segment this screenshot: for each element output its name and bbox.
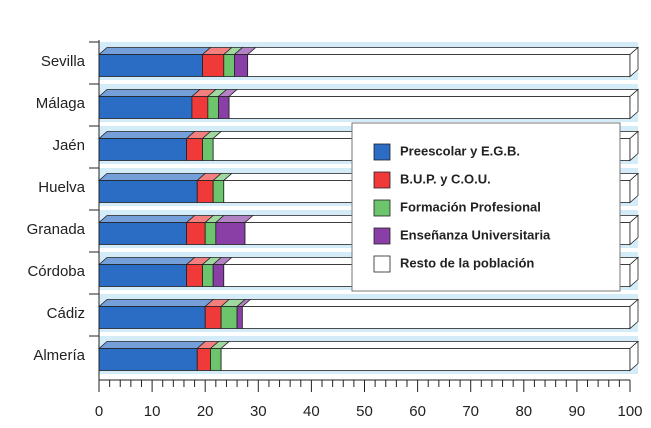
bar-segment [220,348,631,371]
bar-top [97,341,207,349]
bar-end [629,130,639,162]
bar-top [241,299,640,307]
bar-segment [186,222,206,245]
bar-end [629,46,639,78]
bar-segment [98,138,188,161]
legend-box [351,122,621,292]
legend-label: Preescolar y E.G.B. [400,143,520,158]
bar-segment [98,54,203,77]
legend-swatch [373,255,391,273]
bar-end [629,172,639,204]
legend-label: B.U.P. y C.O.U. [400,171,491,186]
bar-top [97,299,215,307]
bar-top [97,215,196,223]
bar-segment [212,180,225,203]
x-tick-label: 20 [197,403,214,420]
category-label: Córdoba [27,263,85,280]
bar-segment [186,138,203,161]
bar-segment [186,264,203,287]
bar-segment [191,96,209,119]
x-tick-label: 0 [95,403,103,420]
legend-swatch [373,171,391,189]
category-label: Almería [33,347,85,364]
bar-top [97,131,196,139]
bar-top [97,173,207,181]
bar-segment [204,306,222,329]
bar-top [97,89,201,97]
bar-segment [207,96,219,119]
legend-label: Formación Profesional [400,199,541,214]
bar-top [220,341,640,349]
legend-label: Enseñanza Universitaria [400,227,551,242]
category-label: Granada [27,221,86,238]
legend-swatch [373,199,391,217]
x-tick-label: 30 [250,403,267,420]
bar-segment [98,264,188,287]
bar-segment [236,306,243,329]
legend-label: Resto de la población [400,255,534,270]
x-tick-label: 60 [409,403,426,420]
bar-segment [202,138,214,161]
category-label: Sevilla [41,53,86,70]
category-label: Málaga [36,95,86,112]
bar-segment [220,306,238,329]
x-tick-label: 100 [617,403,642,420]
bar-top [97,257,196,265]
legend-swatch [373,227,391,245]
bar-end [629,256,639,288]
axis: 0 10 20 30 40 50 60 70 80 90 100 [95,40,643,420]
bar-top [246,47,640,55]
bar-segment [98,348,198,371]
legend-swatch [373,143,391,161]
bar-end [629,340,639,372]
legend: Preescolar y E.G.B. B.U.P. y C.O.U. Formac… [351,122,621,292]
bar-segment [247,54,631,77]
bar-segment [196,348,211,371]
x-tick-label: 50 [356,403,373,420]
category-label: Huelva [38,179,85,196]
bar-segment [210,348,222,371]
x-tick-label: 40 [303,403,320,420]
bar-segment [218,96,230,119]
bar-segment [98,306,206,329]
bar-segment [234,54,249,77]
bar-segment [223,54,235,77]
bar-segment [202,264,214,287]
bar-end [629,88,639,120]
bar-top [228,89,640,97]
bar-segment [228,96,631,119]
category-label: Cádiz [47,305,85,322]
bar-segment [196,180,214,203]
bar-segment [215,222,246,245]
bar-end [629,214,639,246]
bar-segment [212,264,225,287]
x-tick-label: 90 [569,403,586,420]
x-tick-label: 10 [144,403,161,420]
bar-segment [98,180,198,203]
bar-end [629,298,639,330]
bar-segment [202,54,225,77]
bar-segment [204,222,217,245]
x-tick-label: 70 [462,403,479,420]
bar-segment [98,222,188,245]
x-tick-label: 80 [515,403,532,420]
bar-segment [98,96,193,119]
bar-segment [241,306,631,329]
bar-top [97,47,212,55]
category-label: Jaén [52,137,85,154]
